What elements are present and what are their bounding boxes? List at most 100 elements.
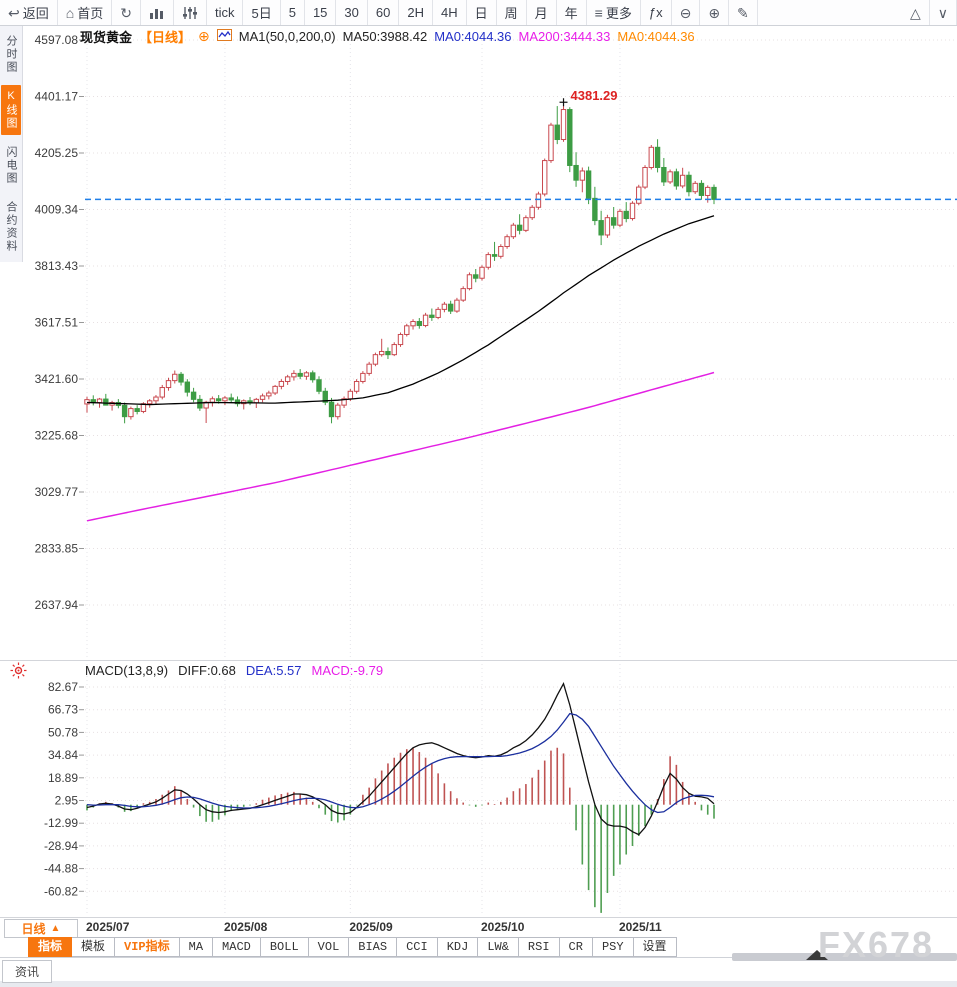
zoom-in-button[interactable]: ⊕: [700, 0, 730, 25]
macd-value: MACD:-9.79: [311, 663, 384, 678]
home-label: 首页: [77, 6, 104, 21]
tf-60-label: 60: [375, 5, 391, 20]
fx-button[interactable]: ƒx: [640, 0, 672, 25]
collapse-button[interactable]: ∨: [929, 0, 957, 25]
axis-labels: 4597.08 4401.17 4205.25 4009.34 3813.43 3617.…: [35, 33, 84, 898]
x-axis-label: 2025/10: [481, 920, 525, 934]
tf-60-button[interactable]: 60: [367, 0, 400, 25]
tab-CCI[interactable]: CCI: [397, 937, 438, 957]
tf-4h-label: 4H: [440, 5, 458, 20]
indicator-sun-icon[interactable]: [10, 662, 27, 684]
y-axis-tick: 4205.25: [35, 146, 79, 160]
tf-year-button[interactable]: 年: [556, 0, 587, 25]
tab-BOLL[interactable]: BOLL: [260, 937, 309, 957]
tab-设置[interactable]: 设置: [633, 937, 677, 957]
sidebar-item-K线图[interactable]: K线图: [1, 85, 21, 135]
sidebar-item-合约资料[interactable]: 合约资料: [5, 201, 17, 253]
draw-icon: ✎: [737, 4, 749, 21]
back-button[interactable]: ↩ 返回: [0, 0, 58, 25]
x-axis-label: 2025/11: [618, 920, 662, 934]
y-axis-tick: 34.84: [48, 748, 78, 762]
draw-button[interactable]: ✎: [729, 0, 758, 25]
back-icon: ↩: [8, 4, 20, 21]
period-tag: 【日线】: [139, 30, 192, 45]
tf-month-button[interactable]: 月: [526, 0, 557, 25]
home-button[interactable]: ⌂ 首页: [57, 0, 113, 25]
refresh-icon: ↻: [120, 4, 132, 21]
ma0-orange-value: MA0:4044.36: [617, 29, 695, 44]
y-axis-tick: 2637.94: [35, 598, 79, 612]
tf-5-button[interactable]: 5: [280, 0, 305, 25]
home-icon: ⌂: [65, 4, 75, 21]
scrollbar-thumb-icon[interactable]: [806, 950, 828, 960]
kline-settings-icon[interactable]: [216, 29, 232, 44]
sidebar-item-闪电图[interactable]: 闪电图: [5, 146, 17, 185]
tab-CR[interactable]: CR: [559, 937, 593, 957]
indicator-tune-icon: [182, 6, 197, 19]
sidebar-item-分时图[interactable]: 分时图: [5, 35, 17, 74]
tf-tick-button[interactable]: tick: [206, 0, 244, 25]
tab-模板[interactable]: 模板: [72, 937, 116, 957]
y-axis-tick: 3029.77: [35, 485, 79, 499]
zoom-out-button[interactable]: ⊖: [671, 0, 701, 25]
x-axis-label: 2025/08: [223, 920, 268, 934]
dea-line: [86, 712, 715, 814]
horizontal-scrollbar[interactable]: [732, 953, 957, 961]
tab-PSY[interactable]: PSY: [592, 937, 634, 957]
collapse-icon: ∨: [937, 4, 948, 21]
tf-week-button[interactable]: 周: [496, 0, 527, 25]
period-selector-button[interactable]: 日线 ▲: [4, 919, 78, 938]
tab-VOL[interactable]: VOL: [308, 937, 350, 957]
indicator-tune-button[interactable]: [173, 0, 207, 25]
ma200-line: [86, 371, 715, 522]
y-axis-tick: 50.78: [48, 725, 78, 739]
y-axis-tick: 2833.85: [35, 542, 79, 556]
tf-year-label: 年: [564, 6, 578, 21]
peak-annotation: 4381.29: [559, 88, 618, 107]
tf-30-button[interactable]: 30: [336, 0, 368, 25]
tab-VIP指标[interactable]: VIP指标: [115, 937, 180, 957]
tab-LW&[interactable]: LW&: [478, 937, 519, 957]
macd-panel-header: MACD(13,8,9) DIFF:0.68 DEA:5.57 MACD:-9.…: [85, 663, 383, 678]
expand-symbol-icon[interactable]: ⊕: [198, 28, 210, 44]
news-tab[interactable]: 资讯: [2, 960, 53, 983]
macd-title: MACD(13,8,9): [85, 663, 169, 678]
footer-edge: [0, 981, 957, 987]
tf-day-button[interactable]: 日: [466, 0, 497, 25]
tf-15-label: 15: [312, 5, 328, 20]
refresh-button[interactable]: ↻: [112, 0, 141, 25]
peak-price-label: 4381.29: [571, 88, 618, 103]
tf-15-button[interactable]: 15: [304, 0, 337, 25]
tf-4h-button[interactable]: 4H: [432, 0, 467, 25]
tf-5d-button[interactable]: 5日: [243, 0, 281, 25]
zoom-in-icon: ⊕: [708, 4, 721, 21]
triangle-up-button[interactable]: △: [901, 0, 930, 25]
more-icon: ≡: [594, 4, 603, 21]
y-axis-tick: -12.99: [44, 816, 78, 830]
tab-RSI[interactable]: RSI: [518, 937, 560, 957]
ma0-blue-value: MA0:4044.36: [434, 29, 512, 44]
period-selector-arrow-icon: ▲: [50, 923, 61, 934]
chart-type-button[interactable]: [140, 0, 174, 25]
x-axis-label: 2025/07: [86, 920, 130, 934]
tf-2h-button[interactable]: 2H: [399, 0, 433, 25]
top-toolbar: ↩ 返回 ⌂ 首页 ↻ tick 5日 5 15 30 60 2H 4H 日周月年 ≡ 更多 ƒx ⊖ ⊕ ✎ △ ∨: [0, 0, 957, 26]
diff-value: DIFF:0.68: [178, 663, 236, 678]
tab-指标[interactable]: 指标: [28, 937, 73, 957]
more-button[interactable]: ≡ 更多: [586, 0, 641, 25]
triangle-up-icon: △: [909, 4, 921, 21]
y-axis-tick: 3813.43: [35, 259, 79, 273]
tf-5-label: 5: [288, 5, 296, 20]
y-axis-tick: 4597.08: [35, 33, 79, 47]
tab-MA[interactable]: MA: [179, 937, 214, 957]
tab-BIAS[interactable]: BIAS: [349, 937, 398, 957]
tab-KDJ[interactable]: KDJ: [437, 937, 479, 957]
tab-MACD[interactable]: MACD: [213, 937, 261, 957]
ma200-value: MA200:3444.33: [518, 29, 611, 44]
tf-week-label: 周: [504, 6, 518, 21]
fx-label: ƒx: [648, 5, 663, 20]
price-panel-header: 现货黄金 【日线】 ⊕ MA1(50,0,200,0) MA50:3988.42 …: [80, 27, 695, 46]
tf-2h-label: 2H: [407, 5, 424, 20]
chart-type-sidebar: 分时图 K线图闪电图合约资料: [0, 26, 23, 262]
